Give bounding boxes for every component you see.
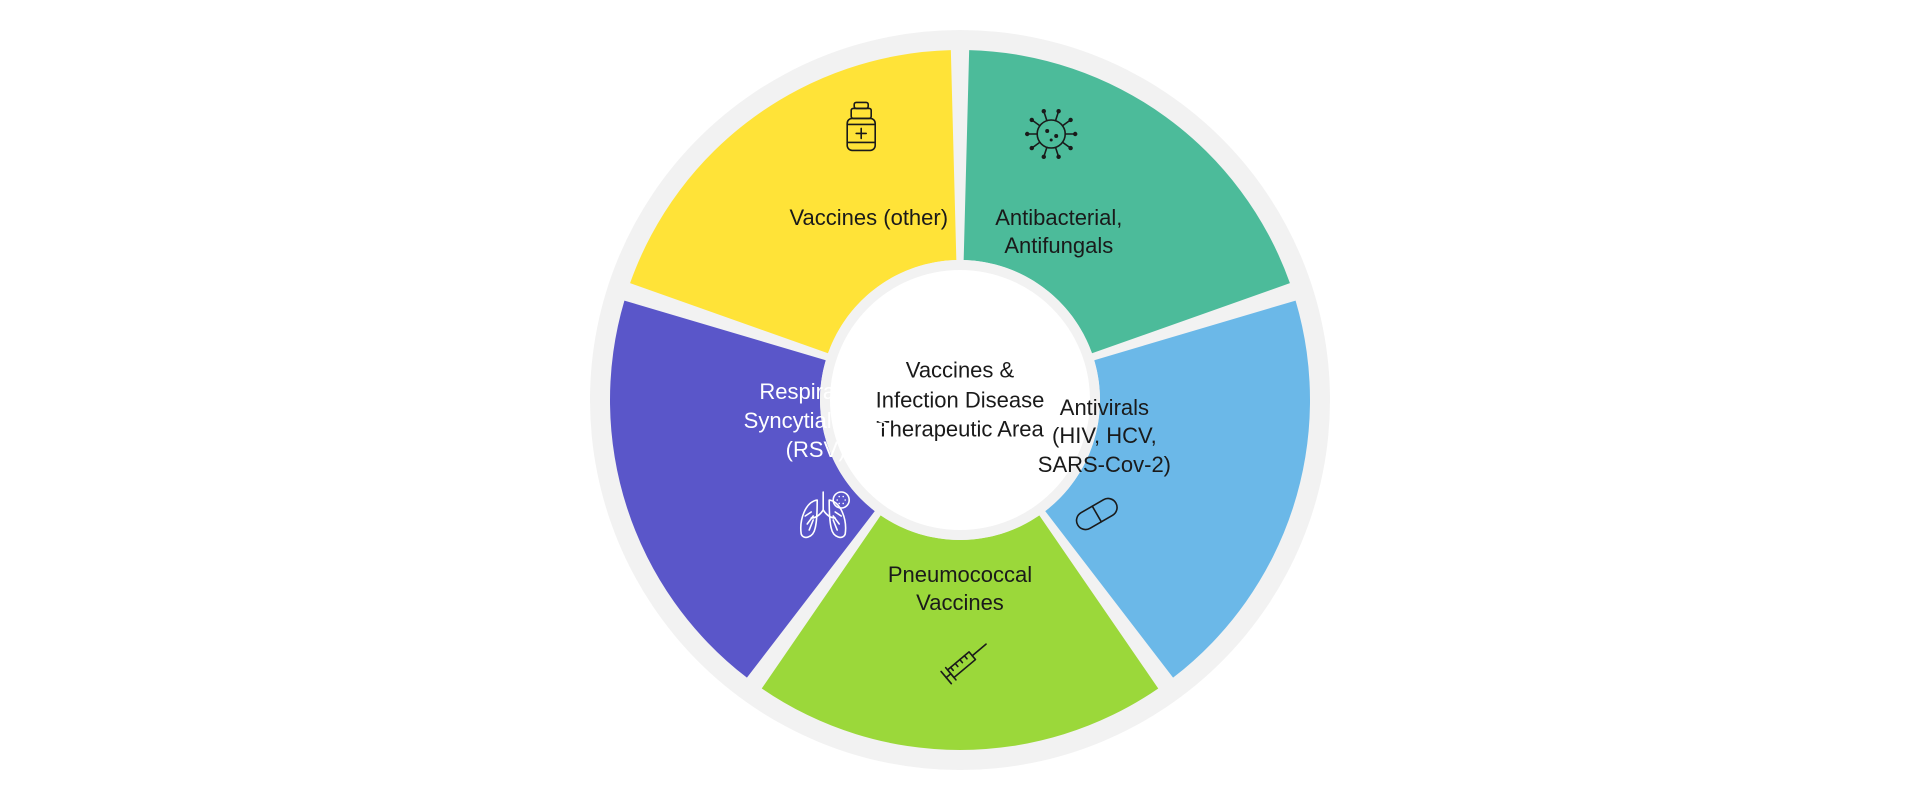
center-label: Vaccines & Infection Disease Therapeutic… (840, 355, 1080, 444)
diagram-stage: Vaccines & Infection Disease Therapeutic… (0, 0, 1920, 800)
